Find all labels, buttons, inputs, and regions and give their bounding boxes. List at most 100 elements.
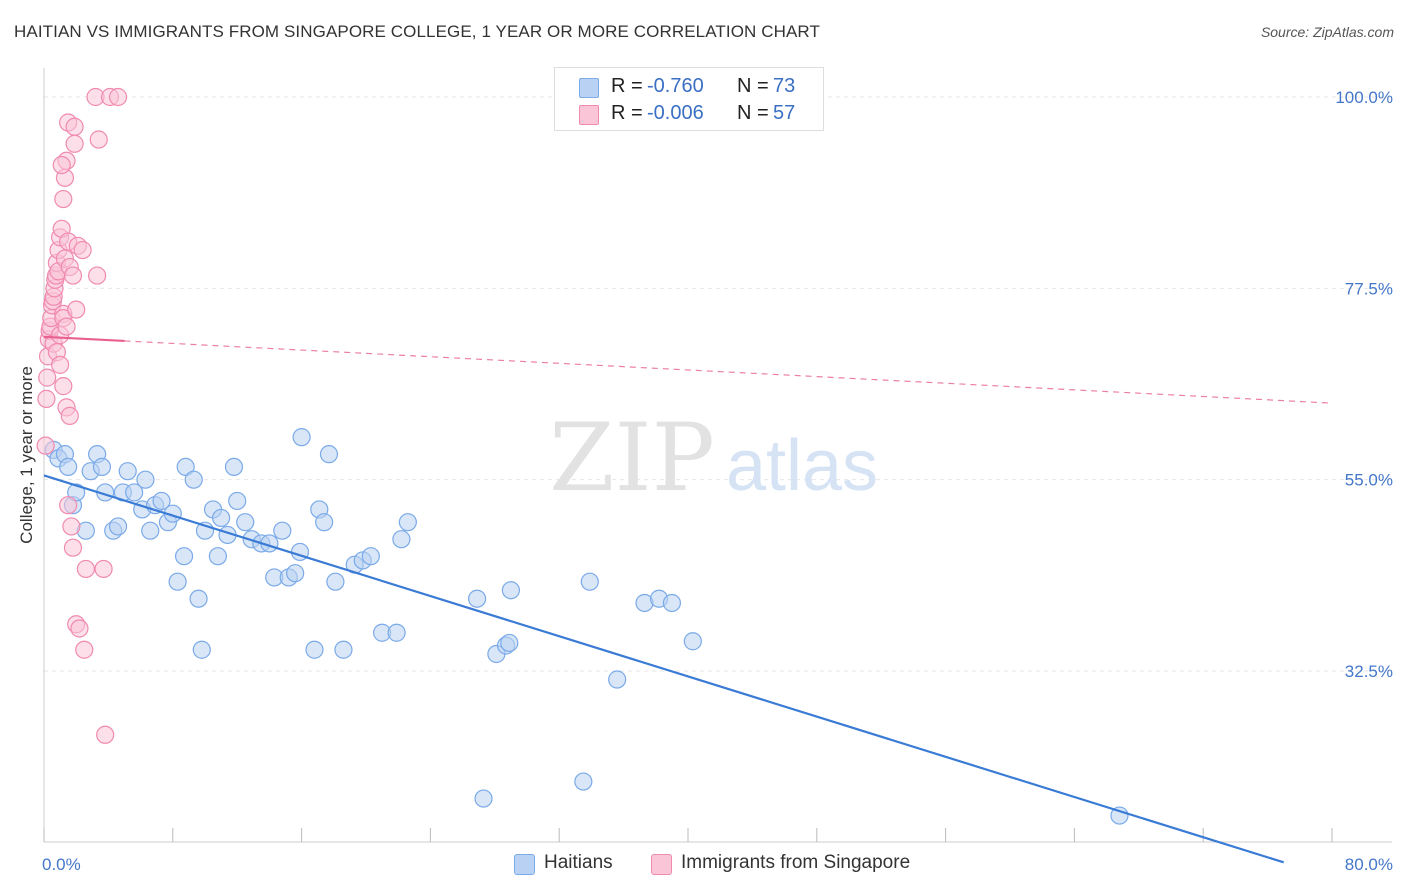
watermark: ZIP atlas [549,404,878,513]
data-point [89,130,108,149]
data-point [37,389,56,408]
y-tick-label: 100.0% [1335,88,1393,107]
bottom-legend-swatch-singapore [651,854,672,875]
x-tick-label: 0.0% [42,855,81,874]
data-point [63,266,83,285]
series-singapore [36,87,128,744]
data-point [184,470,203,489]
data-point [392,530,411,549]
correlation-legend: R = -0.760 N = 73 R = -0.006 N = 57 [554,67,824,131]
data-point [52,155,71,175]
data-point [67,483,86,502]
data-point [574,772,593,791]
y-tick-label: 77.5% [1345,279,1393,298]
data-point [125,483,144,502]
data-point [176,457,195,477]
y-tick-label: 55.0% [1345,471,1393,490]
data-point [326,572,345,591]
data-point [387,623,406,642]
data-point [92,457,112,477]
legend-n-value: 73 [773,75,796,97]
data-point [50,355,70,374]
legend-swatch-haitians [579,78,599,98]
data-point [54,189,73,209]
data-point [76,559,95,579]
bottom-legend-singapore: Immigrants from Singapore [651,851,951,877]
data-point [467,589,487,608]
series-haitians [44,428,1129,825]
data-point [152,491,171,511]
data-point [319,445,339,464]
data-point [189,589,208,608]
data-point [361,547,380,566]
data-point [141,521,160,540]
data-point [305,640,324,659]
trend-line-singapore-dashed [124,340,1333,404]
data-point [88,266,107,285]
data-point [192,640,211,659]
data-point [94,559,113,579]
bottom-legend-swatch-haitians [514,854,535,875]
watermark-atlas: atlas [726,426,878,506]
legend-swatch-singapore [579,105,599,125]
source-credit: Source: ZipAtlas.com [1260,24,1394,40]
data-point [67,300,86,319]
x-tick-label: 80.0% [1345,855,1393,874]
data-point [36,436,55,455]
data-point [60,406,79,425]
data-point [62,517,81,536]
data-point [500,633,519,653]
data-point [224,457,244,477]
data-point [59,496,78,515]
data-point [292,428,311,447]
data-point [398,513,417,532]
data-point [608,670,627,689]
legend-n-label: N = [737,75,769,97]
legend-r-label: R = [611,75,643,97]
legend-r-label: R = [611,102,643,124]
data-point [208,547,227,566]
data-point [334,640,353,659]
data-point [63,538,83,557]
data-point [75,640,94,659]
legend-r-value: -0.006 [647,102,704,124]
bottom-legend-label: Haitians [544,852,613,873]
data-point [57,317,76,336]
data-point [136,470,155,489]
data-point [228,491,247,511]
data-point [474,789,493,808]
data-point [236,513,255,532]
legend-r-value: -0.760 [647,75,704,97]
data-point [174,547,194,566]
trend-line-haitians [43,474,1285,864]
data-point [65,134,84,153]
data-point [108,87,128,107]
data-point [65,117,84,136]
data-point [662,593,682,613]
data-point [70,619,89,638]
data-point [168,572,187,591]
data-point [54,377,73,396]
data-point [73,240,92,260]
data-point [683,632,702,651]
legend-n-value: 57 [773,102,796,124]
data-point [501,581,520,600]
data-point [273,521,292,540]
data-point [108,517,128,536]
y-tick-label: 32.5% [1345,662,1393,681]
trend-line-singapore-solid [43,335,125,343]
y-axis-label: College, 1 year or more [17,366,36,544]
bottom-legend-label: Immigrants from Singapore [681,852,911,873]
data-point [315,513,334,532]
data-point [286,564,305,583]
legend-n-label: N = [737,102,769,124]
data-point [580,572,599,591]
bottom-legend-haitians: Haitians [514,851,634,877]
data-point [38,368,57,387]
data-point [59,457,78,477]
watermark-zip: ZIP [549,404,715,513]
chart-title: HAITIAN VS IMMIGRANTS FROM SINGAPORE COL… [14,22,820,41]
data-point [118,462,137,481]
data-point [212,508,231,528]
